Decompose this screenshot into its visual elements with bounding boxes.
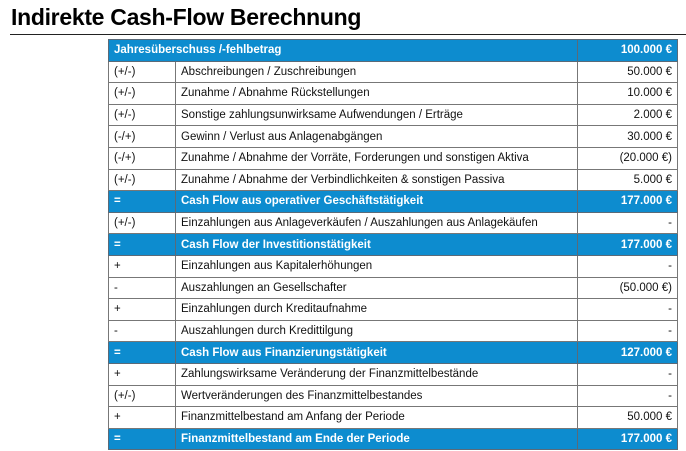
row-sign: -	[108, 276, 176, 300]
row-label: Finanzmittelbestand am Anfang der Period…	[174, 406, 579, 429]
row-value: 10.000 €	[577, 82, 679, 105]
row-sign: (-/+)	[108, 125, 176, 148]
row-label: Abschreibungen / Zuschreibungen	[174, 60, 579, 84]
table-row: (+/-) Sonstige zahlungsunwirksame Aufwend…	[108, 103, 679, 127]
row-label: Zunahme / Abnahme der Vorräte, Forderung…	[174, 146, 579, 170]
row-sign: =	[108, 190, 176, 213]
row-label: Cash Flow aus operativer Geschäftstätigk…	[174, 190, 579, 213]
table-row: - Auszahlungen durch Kredittilgung -	[108, 319, 679, 343]
row-value: -	[577, 362, 679, 386]
row-value: 50.000 €	[577, 60, 679, 84]
row-value: 30.000 €	[577, 125, 679, 148]
row-sign: -	[108, 319, 176, 343]
row-label: Cash Flow aus Finanzierungstätigkeit	[174, 341, 579, 364]
subtotal-row: = Finanzmittelbestand am Ende der Periode…	[108, 427, 679, 451]
row-label: Einzahlungen durch Kreditaufnahme	[174, 298, 579, 321]
table-row: + Einzahlungen durch Kreditaufnahme -	[108, 298, 679, 321]
row-label: Zunahme / Abnahme Rückstellungen	[174, 82, 579, 105]
cash-flow-table: Jahresüberschuss /-fehlbetrag 100.000 € …	[107, 39, 679, 451]
table-row: (+/-) Zunahme / Abnahme der Verbindlichke…	[108, 168, 679, 192]
table-row: (-/+) Zunahme / Abnahme der Vorräte, Ford…	[108, 146, 679, 170]
row-sign: (+/-)	[108, 103, 176, 127]
row-label: Cash Flow der Investitionstätigkeit	[174, 233, 579, 256]
row-sign: +	[108, 254, 176, 278]
row-value: -	[577, 384, 679, 408]
row-value: 177.000 €	[577, 233, 679, 256]
table-row: (-/+) Gewinn / Verlust aus Anlagenabgänge…	[108, 125, 679, 148]
header-value: 100.000 €	[577, 39, 679, 62]
row-label: Auszahlungen an Gesellschafter	[174, 276, 579, 300]
row-value: -	[577, 211, 679, 235]
row-sign: (+/-)	[108, 384, 176, 408]
subtotal-row: = Cash Flow aus Finanzierungstätigkeit 127…	[108, 341, 679, 364]
row-sign: (-/+)	[108, 146, 176, 170]
row-label: Zunahme / Abnahme der Verbindlichkeiten …	[174, 168, 579, 192]
row-label: Einzahlungen aus Anlageverkäufen / Ausza…	[174, 211, 579, 235]
row-sign: (+/-)	[108, 168, 176, 192]
row-value: 50.000 €	[577, 406, 679, 429]
table-row: (+/-) Abschreibungen / Zuschreibungen 50.0…	[108, 60, 679, 84]
row-label: Finanzmittelbestand am Ende der Periode	[174, 427, 579, 451]
table-row: (+/-) Einzahlungen aus Anlageverkäufen / …	[108, 211, 679, 235]
row-value: 5.000 €	[577, 168, 679, 192]
subtotal-row: = Cash Flow aus operativer Geschäftstätig…	[108, 190, 679, 213]
table-row: - Auszahlungen an Gesellschafter (50.000 €…	[108, 276, 679, 300]
row-sign: =	[108, 341, 176, 364]
row-sign: =	[108, 233, 176, 256]
subtotal-row: = Cash Flow der Investitionstätigkeit 177.…	[108, 233, 679, 256]
row-sign: (+/-)	[108, 82, 176, 105]
row-value: (50.000 €)	[577, 276, 679, 300]
row-sign: (+/-)	[108, 60, 176, 84]
row-sign: =	[108, 427, 176, 451]
row-value: 177.000 €	[577, 427, 679, 451]
table-row: (+/-) Zunahme / Abnahme Rückstellungen 10.…	[108, 82, 679, 105]
row-label: Auszahlungen durch Kredittilgung	[174, 319, 579, 343]
header-row: Jahresüberschuss /-fehlbetrag 100.000 €	[107, 39, 679, 62]
row-sign: +	[108, 298, 176, 321]
row-value: -	[577, 254, 679, 278]
row-label: Zahlungswirksame Veränderung der Finanzm…	[174, 362, 579, 386]
row-value: 177.000 €	[577, 190, 679, 213]
table-row: (+/-) Wertveränderungen des Finanzmittelb…	[108, 384, 679, 408]
row-label: Gewinn / Verlust aus Anlagenabgängen	[174, 125, 579, 148]
row-value: 2.000 €	[577, 103, 679, 127]
row-sign: (+/-)	[108, 211, 176, 235]
row-label: Wertveränderungen des Finanzmittelbestan…	[174, 384, 579, 408]
page-title: Indirekte Cash-Flow Berechnung	[11, 4, 362, 30]
row-value: (20.000 €)	[577, 146, 679, 170]
row-label: Sonstige zahlungsunwirksame Aufwendungen…	[174, 103, 579, 127]
row-value: -	[577, 319, 679, 343]
row-value: -	[577, 298, 679, 321]
table-row: + Finanzmittelbestand am Anfang der Perio…	[108, 406, 679, 429]
row-sign: +	[108, 406, 176, 429]
row-label: Einzahlungen aus Kapitalerhöhungen	[174, 254, 579, 278]
row-value: 127.000 €	[577, 341, 679, 364]
table-row: + Einzahlungen aus Kapitalerhöhungen -	[108, 254, 679, 278]
row-sign: +	[108, 362, 176, 386]
title-divider	[10, 34, 686, 35]
header-label: Jahresüberschuss /-fehlbetrag	[107, 39, 579, 62]
table-row: + Zahlungswirksame Veränderung der Finanz…	[108, 362, 679, 386]
